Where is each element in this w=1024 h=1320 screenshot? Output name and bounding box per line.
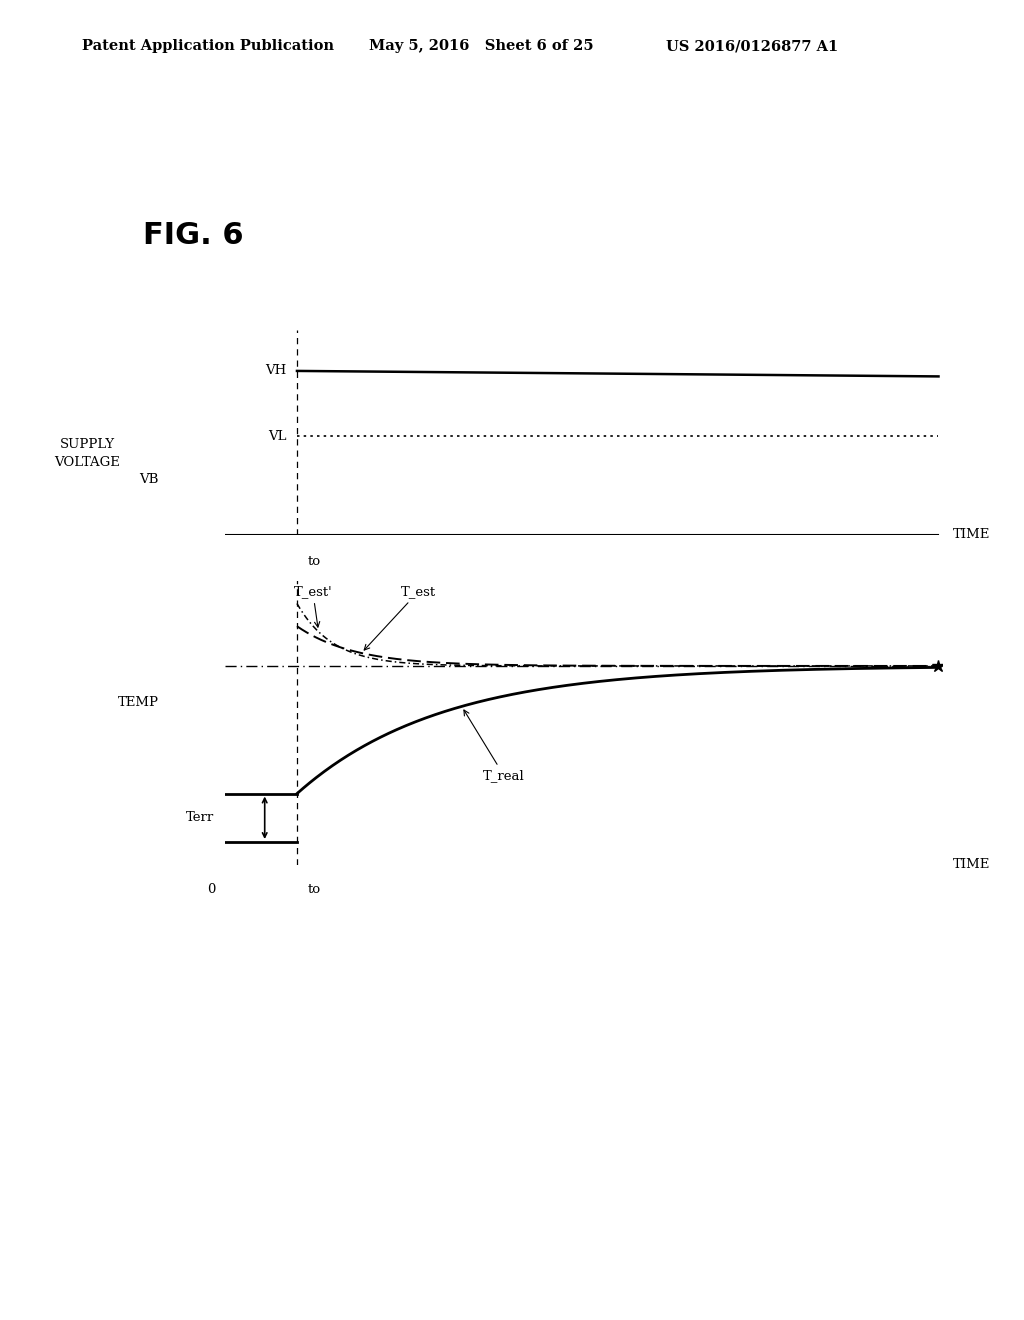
Text: T_est': T_est' (293, 585, 332, 627)
Text: VOLTAGE: VOLTAGE (54, 455, 120, 469)
Text: VL: VL (267, 430, 286, 444)
Text: T_est: T_est (365, 585, 436, 649)
Text: T_real: T_real (464, 710, 525, 783)
Text: Patent Application Publication: Patent Application Publication (82, 40, 334, 53)
Text: to: to (307, 556, 321, 568)
Text: US 2016/0126877 A1: US 2016/0126877 A1 (666, 40, 838, 53)
Text: VB: VB (139, 473, 158, 486)
Text: TIME: TIME (952, 858, 990, 871)
Text: FIG. 6: FIG. 6 (143, 222, 244, 251)
Text: to: to (307, 883, 321, 896)
Text: TEMP: TEMP (118, 696, 159, 709)
Text: May 5, 2016   Sheet 6 of 25: May 5, 2016 Sheet 6 of 25 (369, 40, 593, 53)
Text: SUPPLY: SUPPLY (59, 438, 115, 451)
Text: TIME: TIME (952, 528, 990, 541)
Text: Terr: Terr (186, 812, 215, 824)
Text: VH: VH (265, 364, 286, 378)
Text: 0: 0 (207, 883, 215, 896)
